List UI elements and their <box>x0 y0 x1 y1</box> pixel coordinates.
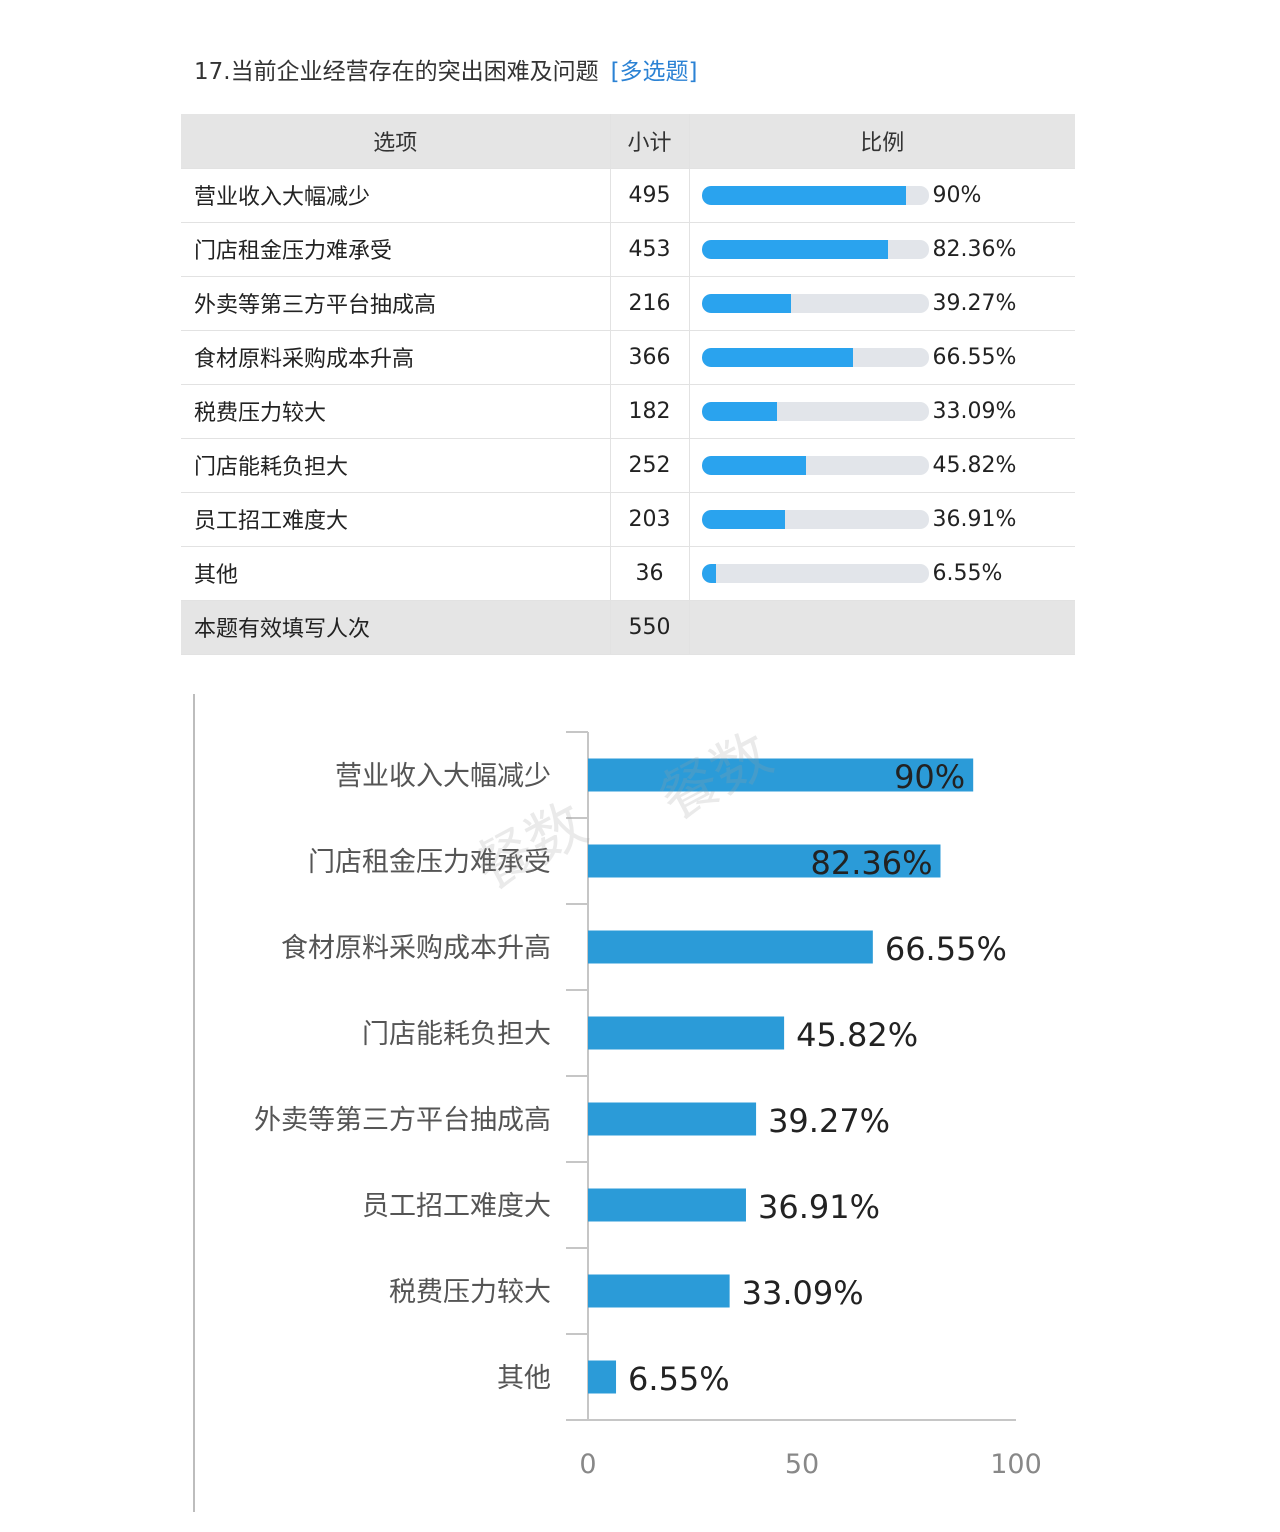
row-count: 216 <box>610 276 690 331</box>
data-label: 45.82% <box>796 1016 918 1054</box>
table-row: 门店租金压力难承受 453 82.36% <box>181 222 1075 277</box>
table-total-row: 本题有效填写人次 550 <box>181 600 1075 655</box>
ratio-bar-fill <box>701 347 853 367</box>
ratio-label: 6.55% <box>932 560 1003 586</box>
row-option: 门店能耗负担大 <box>181 438 611 493</box>
bar-chart: 营业收入大幅减少 90% 门店租金压力难承受 82.36% 食材原料采购成本升高 66.5… <box>0 690 1280 1532</box>
data-bar <box>588 1274 730 1308</box>
ratio-label: 39.27% <box>932 290 1017 316</box>
row-option: 门店租金压力难承受 <box>181 222 611 277</box>
x-tick-label: 100 <box>990 1449 1042 1480</box>
row-ratio: 82.36% <box>689 222 1075 277</box>
ratio-label: 66.55% <box>932 344 1017 370</box>
ratio-label: 45.82% <box>932 452 1017 478</box>
row-ratio: 6.55% <box>689 546 1075 601</box>
ratio-label: 82.36% <box>932 236 1017 262</box>
category-label: 员工招工难度大 <box>362 1191 551 1222</box>
ratio-label: 36.91% <box>932 506 1017 532</box>
question-title: 17.当前企业经营存在的突出困难及问题 [多选题] <box>194 52 698 86</box>
row-count: 495 <box>610 168 690 223</box>
category-label: 门店租金压力难承受 <box>308 847 551 878</box>
table-row: 外卖等第三方平台抽成高 216 39.27% <box>181 276 1075 331</box>
ratio-bar-fill <box>701 239 889 259</box>
bar-chart-svg: 营业收入大幅减少 90% 门店租金压力难承受 82.36% 食材原料采购成本升高 66.5… <box>193 694 1042 1512</box>
table-body: 营业收入大幅减少 495 90% 门店租金压力难承受 453 82.36% 外卖等第三方平台… <box>181 168 1075 655</box>
data-bar <box>588 1102 757 1136</box>
table-row: 食材原料采购成本升高 366 66.55% <box>181 330 1075 385</box>
row-option: 税费压力较大 <box>181 384 611 439</box>
ratio-bar-fill <box>701 509 786 529</box>
row-option: 其他 <box>181 546 611 601</box>
category-label: 营业收入大幅减少 <box>335 761 551 792</box>
question-text: 17.当前企业经营存在的突出困难及问题 <box>194 59 599 85</box>
ratio-bar-track <box>701 185 929 205</box>
ratio-bar-fill <box>701 185 906 205</box>
row-option: 员工招工难度大 <box>181 492 611 547</box>
survey-result-table: 选项 小计 比例 营业收入大幅减少 495 90% 门店租金压力难承受 453 82.36… <box>181 114 1075 655</box>
ratio-bar-fill <box>701 401 777 421</box>
header-option: 选项 <box>181 114 611 169</box>
ratio-bar-track <box>701 347 929 367</box>
category-label: 税费压力较大 <box>389 1277 551 1308</box>
table-header-row: 选项 小计 比例 <box>181 114 1075 169</box>
row-count: 203 <box>610 492 690 547</box>
row-count: 252 <box>610 438 690 493</box>
ratio-bar-track <box>701 239 929 259</box>
header-ratio: 比例 <box>689 114 1075 169</box>
row-option: 外卖等第三方平台抽成高 <box>181 276 611 331</box>
row-ratio: 39.27% <box>689 276 1075 331</box>
ratio-bar-track <box>701 455 929 475</box>
data-label: 39.27% <box>768 1102 890 1140</box>
header-count: 小计 <box>610 114 690 169</box>
table-row: 员工招工难度大 203 36.91% <box>181 492 1075 547</box>
table-row: 其他 36 6.55% <box>181 546 1075 601</box>
ratio-bar-track <box>701 509 929 529</box>
category-label: 门店能耗负担大 <box>362 1019 551 1050</box>
data-label: 6.55% <box>628 1360 730 1398</box>
row-count: 36 <box>610 546 690 601</box>
ratio-bar-track <box>701 401 929 421</box>
row-option: 食材原料采购成本升高 <box>181 330 611 385</box>
data-label: 82.36% <box>810 844 932 882</box>
data-bar <box>588 1360 617 1394</box>
ratio-bar-fill <box>701 455 806 475</box>
category-label: 其他 <box>497 1363 551 1394</box>
data-bar <box>588 1188 746 1222</box>
row-ratio: 66.55% <box>689 330 1075 385</box>
row-count: 453 <box>610 222 690 277</box>
ratio-bar-track <box>701 293 929 313</box>
data-label: 90% <box>894 758 965 796</box>
ratio-label: 90% <box>932 182 982 208</box>
ratio-bar-fill <box>701 293 791 313</box>
ratio-bar-fill <box>701 563 717 583</box>
row-ratio: 45.82% <box>689 438 1075 493</box>
ratio-bar-track <box>701 563 929 583</box>
x-tick-label: 0 <box>579 1449 596 1480</box>
table-row: 营业收入大幅减少 495 90% <box>181 168 1075 223</box>
data-label: 36.91% <box>758 1188 880 1226</box>
x-tick-label: 50 <box>785 1449 819 1480</box>
row-ratio: 90% <box>689 168 1075 223</box>
category-label: 食材原料采购成本升高 <box>281 933 551 964</box>
row-count: 182 <box>610 384 690 439</box>
row-option: 营业收入大幅减少 <box>181 168 611 223</box>
data-label: 33.09% <box>742 1274 864 1312</box>
data-label: 66.55% <box>885 930 1007 968</box>
multi-choice-tag: [多选题] <box>610 59 698 85</box>
row-ratio: 36.91% <box>689 492 1075 547</box>
total-count: 550 <box>610 600 690 655</box>
total-empty <box>689 600 1075 655</box>
ratio-label: 33.09% <box>932 398 1017 424</box>
table-row: 门店能耗负担大 252 45.82% <box>181 438 1075 493</box>
total-label: 本题有效填写人次 <box>181 600 611 655</box>
row-ratio: 33.09% <box>689 384 1075 439</box>
category-label: 外卖等第三方平台抽成高 <box>254 1105 551 1136</box>
data-bar <box>588 844 941 878</box>
data-bar <box>588 758 974 792</box>
row-count: 366 <box>610 330 690 385</box>
data-bar <box>588 930 873 964</box>
data-bar <box>588 1016 785 1050</box>
table-row: 税费压力较大 182 33.09% <box>181 384 1075 439</box>
